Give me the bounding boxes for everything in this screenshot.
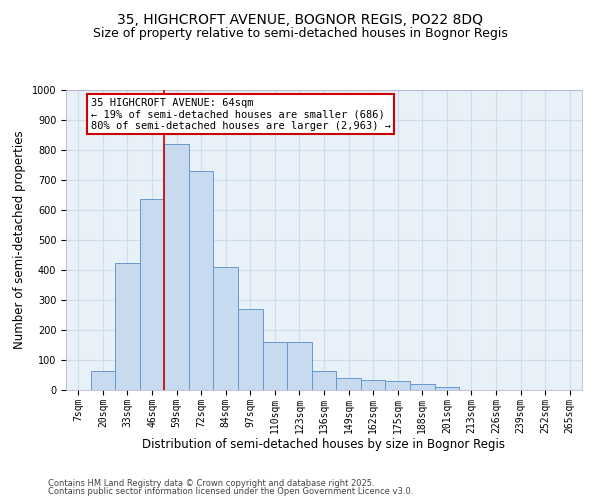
Text: Size of property relative to semi-detached houses in Bognor Regis: Size of property relative to semi-detach… xyxy=(92,28,508,40)
Bar xyxy=(115,262,140,390)
Bar xyxy=(312,370,336,390)
Bar xyxy=(410,384,434,390)
Bar xyxy=(263,342,287,390)
Text: Contains public sector information licensed under the Open Government Licence v3: Contains public sector information licen… xyxy=(48,487,413,496)
Bar xyxy=(91,370,115,390)
Bar xyxy=(164,144,189,390)
Bar xyxy=(385,381,410,390)
Text: 35 HIGHCROFT AVENUE: 64sqm
← 19% of semi-detached houses are smaller (686)
80% o: 35 HIGHCROFT AVENUE: 64sqm ← 19% of semi… xyxy=(91,98,391,130)
Text: Contains HM Land Registry data © Crown copyright and database right 2025.: Contains HM Land Registry data © Crown c… xyxy=(48,478,374,488)
Bar xyxy=(140,198,164,390)
Bar xyxy=(287,342,312,390)
Bar xyxy=(189,171,214,390)
Bar xyxy=(361,380,385,390)
Y-axis label: Number of semi-detached properties: Number of semi-detached properties xyxy=(13,130,26,350)
Bar xyxy=(214,267,238,390)
Text: 35, HIGHCROFT AVENUE, BOGNOR REGIS, PO22 8DQ: 35, HIGHCROFT AVENUE, BOGNOR REGIS, PO22… xyxy=(117,12,483,26)
Bar xyxy=(434,387,459,390)
X-axis label: Distribution of semi-detached houses by size in Bognor Regis: Distribution of semi-detached houses by … xyxy=(143,438,505,452)
Bar xyxy=(238,309,263,390)
Bar xyxy=(336,378,361,390)
